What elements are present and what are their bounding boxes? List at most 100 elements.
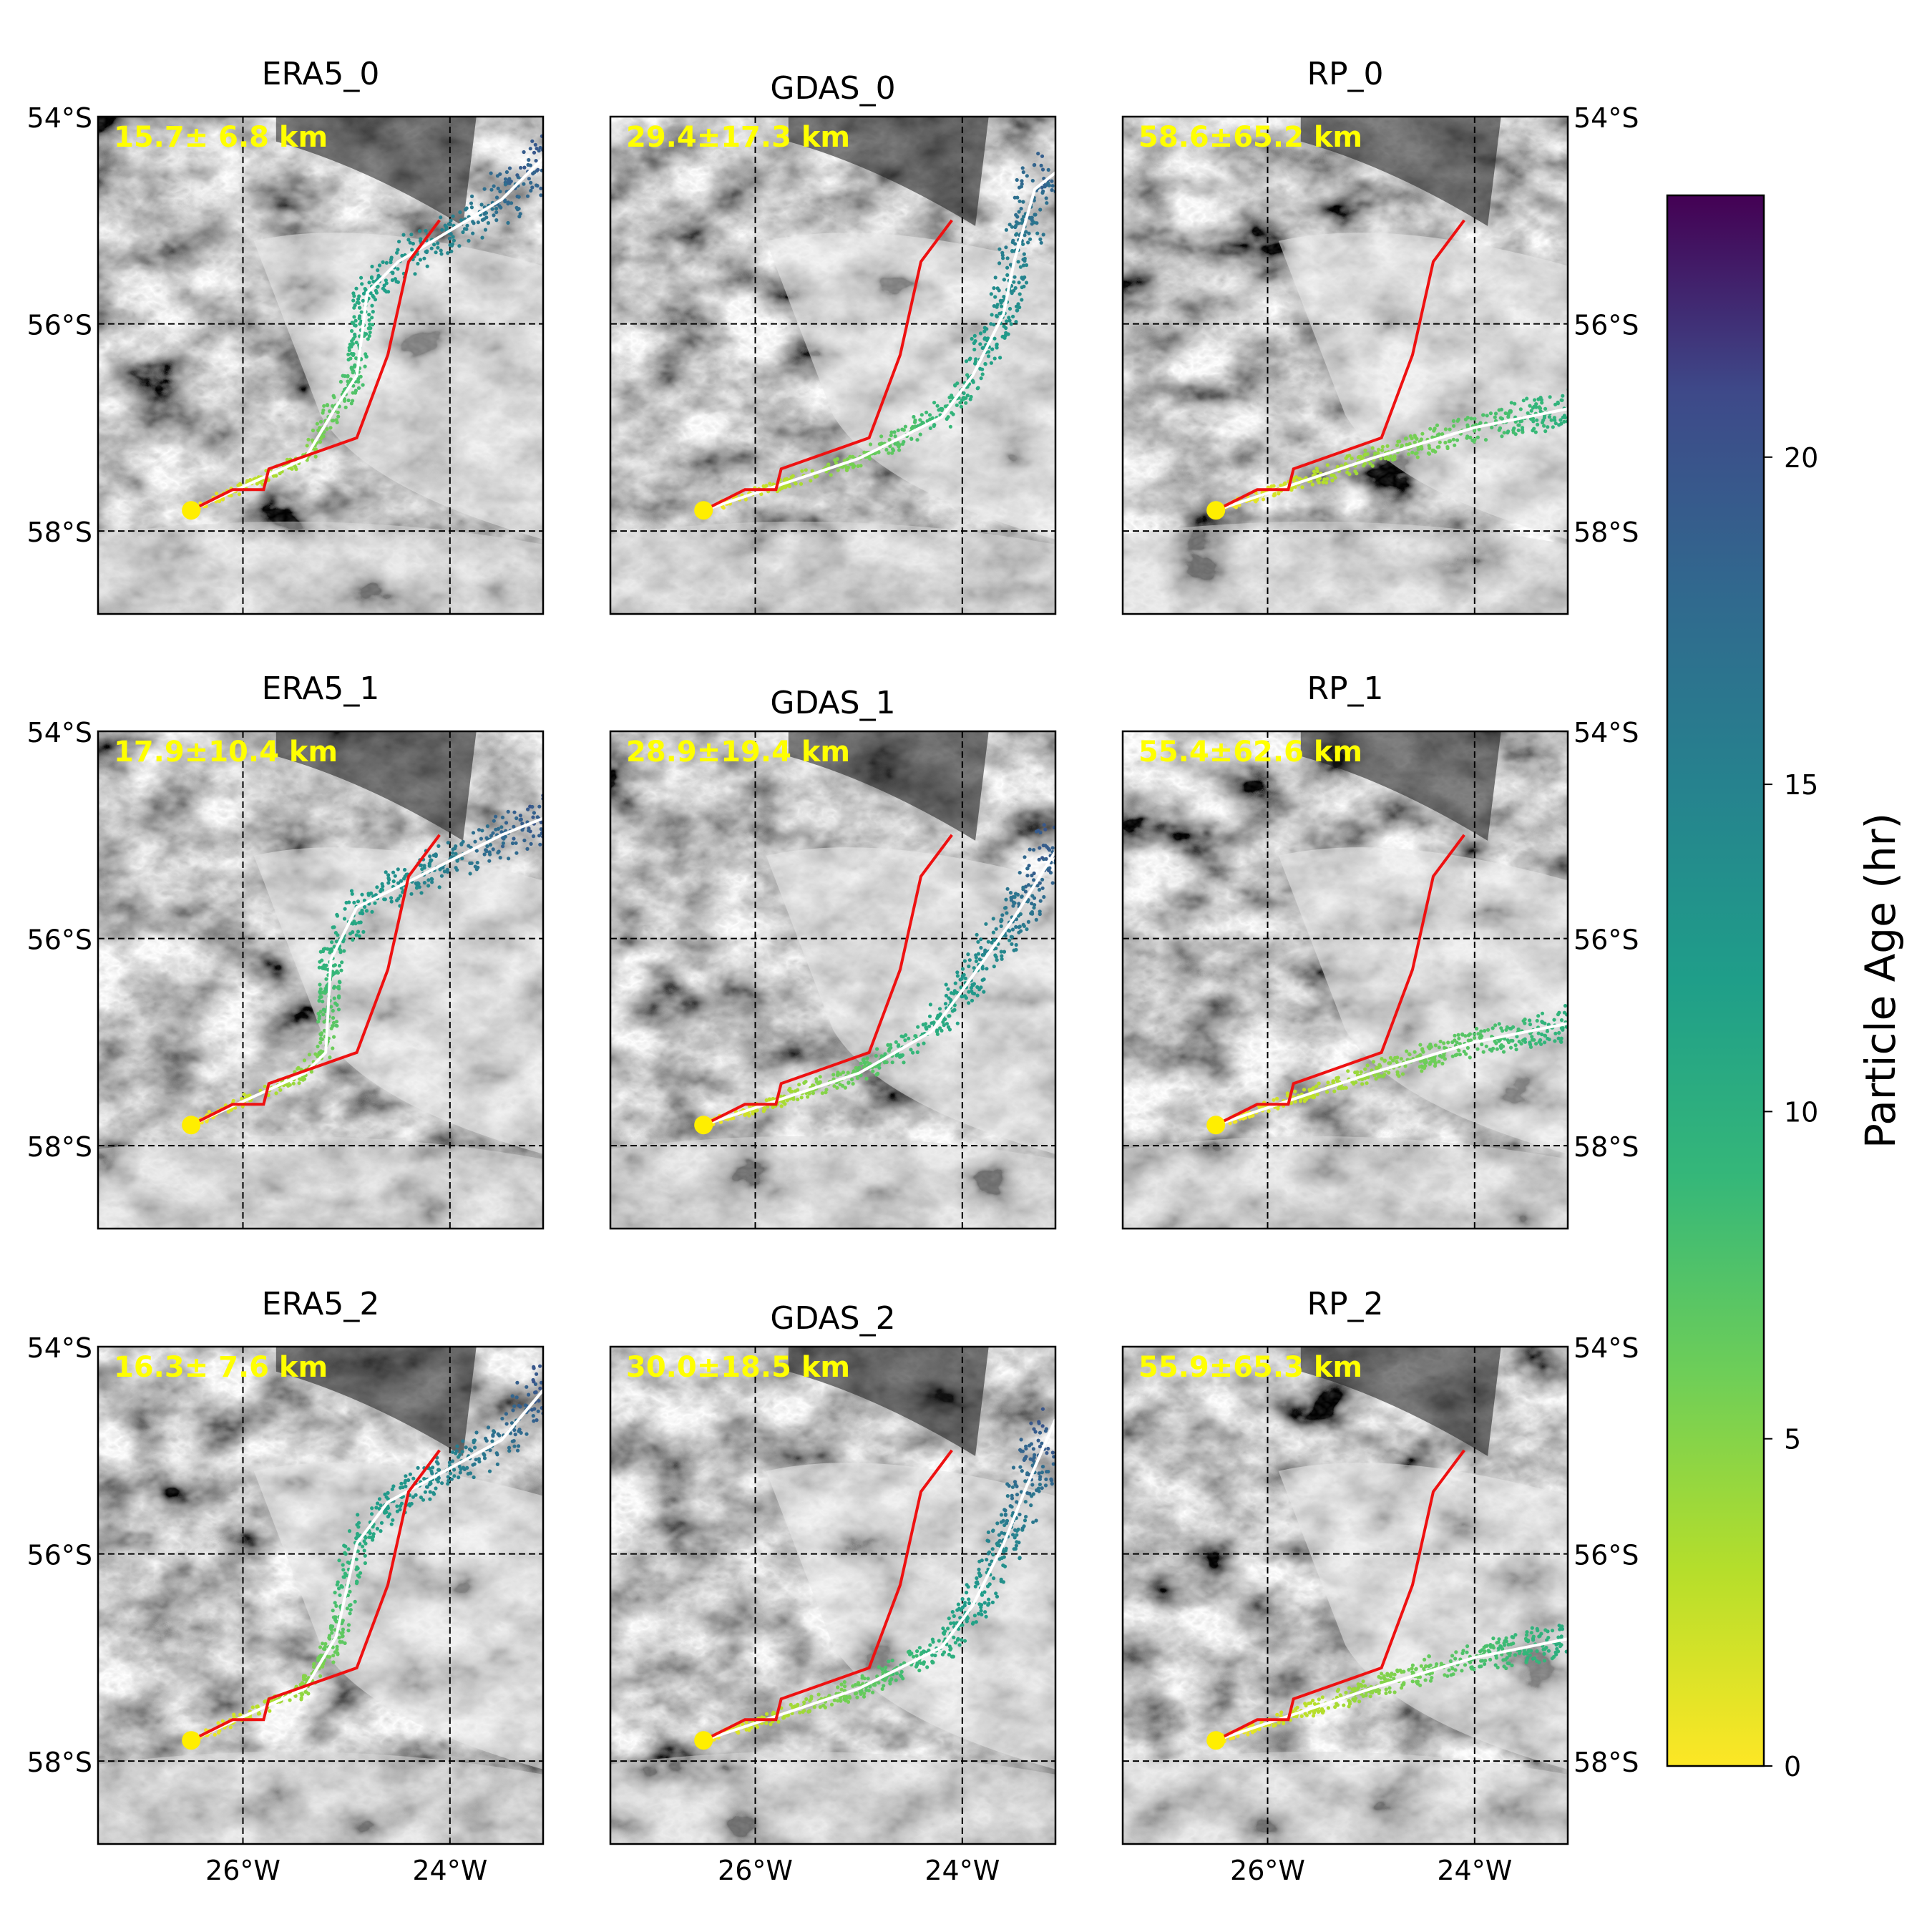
particle	[928, 1643, 932, 1647]
particle	[455, 868, 459, 872]
particle	[1322, 477, 1327, 482]
particle	[1634, 1639, 1637, 1642]
particle	[1543, 1033, 1548, 1038]
particle	[436, 1461, 440, 1466]
particle	[799, 482, 804, 486]
particle	[1629, 1646, 1632, 1649]
particle	[348, 1611, 352, 1616]
particle	[1027, 231, 1031, 235]
particle	[1629, 384, 1632, 388]
particle	[1065, 865, 1068, 869]
particle	[997, 261, 1002, 265]
particle	[374, 291, 379, 295]
particle	[554, 837, 557, 841]
particle	[991, 1528, 995, 1533]
particle	[1617, 1626, 1621, 1629]
particle	[482, 187, 487, 191]
particle	[1589, 386, 1593, 389]
particle	[1556, 1649, 1561, 1654]
particle	[1061, 839, 1065, 843]
particle	[332, 925, 336, 930]
particle	[446, 1475, 450, 1479]
particle	[844, 1697, 849, 1701]
particle	[903, 1038, 907, 1043]
particle	[512, 824, 516, 829]
particle	[1050, 179, 1054, 183]
particle	[790, 1089, 794, 1093]
particle	[1631, 997, 1635, 1001]
particle	[1610, 1005, 1614, 1008]
lat-tick-label: 54°S	[27, 1332, 92, 1364]
particle	[487, 1469, 492, 1473]
source-marker	[694, 1116, 713, 1135]
particle	[1023, 233, 1027, 238]
particle	[356, 379, 361, 384]
particle	[1568, 408, 1572, 411]
particle	[1545, 1029, 1549, 1033]
particle	[1543, 1647, 1547, 1652]
particle	[835, 1085, 839, 1090]
particle	[1359, 454, 1363, 459]
particle	[414, 1493, 418, 1497]
particle	[1644, 999, 1647, 1002]
particle	[1493, 415, 1497, 419]
particle	[205, 1119, 209, 1123]
particle	[877, 1665, 881, 1669]
particle	[1528, 1023, 1533, 1027]
particle	[494, 218, 499, 223]
particle	[821, 1703, 826, 1708]
particle	[868, 457, 872, 461]
particle	[483, 228, 488, 232]
particle	[1652, 1639, 1656, 1642]
particle	[503, 177, 508, 181]
particle	[396, 881, 401, 885]
particle	[507, 857, 511, 861]
particle	[356, 1549, 360, 1553]
particle	[1363, 1067, 1367, 1071]
particle	[558, 1394, 562, 1397]
particle	[496, 826, 501, 831]
particle	[430, 880, 434, 884]
particle	[1014, 320, 1018, 324]
particle	[1634, 413, 1637, 416]
particle	[503, 834, 507, 839]
particle	[1458, 1053, 1462, 1057]
particle	[453, 846, 457, 851]
particle	[1011, 1533, 1015, 1537]
particle	[1304, 1704, 1308, 1708]
particle	[1022, 215, 1026, 219]
particle	[864, 1076, 869, 1081]
particle	[1293, 1089, 1297, 1093]
particle	[958, 1616, 962, 1620]
particle	[835, 457, 839, 462]
particle	[496, 851, 500, 855]
particle	[858, 1689, 862, 1694]
particle	[535, 815, 540, 819]
particle	[528, 147, 532, 151]
particle	[1008, 929, 1012, 933]
particle	[977, 1602, 982, 1606]
particle	[1376, 451, 1380, 455]
particle	[1003, 1508, 1008, 1513]
particle	[971, 991, 975, 995]
particle	[1633, 393, 1636, 396]
particle	[974, 953, 978, 957]
model-trajectory	[1215, 1022, 1568, 1127]
particle	[384, 870, 388, 874]
observed-trajectory	[1215, 834, 1465, 1126]
particle	[1060, 868, 1064, 872]
particle	[1621, 387, 1625, 391]
particle	[351, 384, 356, 388]
particle	[370, 264, 374, 269]
particle	[1364, 1693, 1368, 1697]
particle	[1503, 411, 1508, 416]
particle	[1038, 1444, 1042, 1449]
particle	[1018, 871, 1022, 875]
particle	[1610, 404, 1614, 407]
particle	[1660, 1639, 1664, 1643]
particle	[1047, 869, 1051, 873]
particle	[1060, 1440, 1064, 1443]
particle	[1477, 427, 1481, 431]
particle	[962, 1639, 967, 1643]
particle	[753, 1108, 758, 1113]
